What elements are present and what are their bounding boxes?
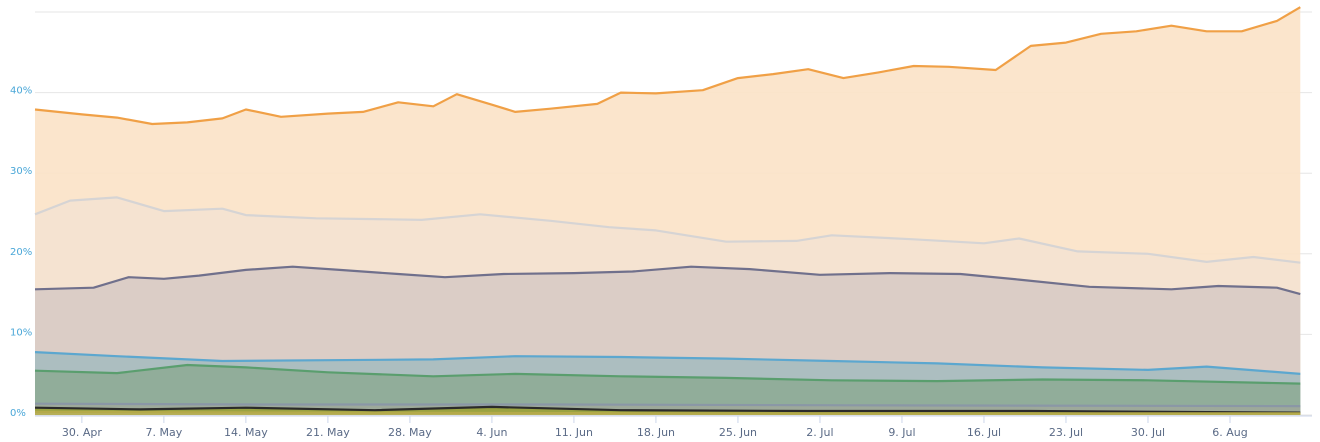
series-line-8 — [34, 410, 1301, 415]
series-line-1 — [34, 6, 1301, 126]
x-tick-label: 11. Jun — [555, 426, 593, 439]
x-axis: 30. Apr 7. May 14. May 21. May 28. May 4. Jun… — [35, 415, 1312, 439]
x-tick-label: 4. Jun — [476, 426, 507, 439]
series-line-3 — [34, 265, 1301, 296]
series-line-2 — [34, 196, 1301, 264]
series-area-5 — [35, 365, 1301, 415]
series-line-5 — [34, 363, 1301, 385]
x-tick-label: 14. May — [224, 426, 268, 439]
x-tick-label: 7. May — [146, 426, 183, 439]
x-tick-label: 23. Jul — [1049, 426, 1083, 439]
x-tick-label: 25. Jun — [719, 426, 757, 439]
x-tick-label: 16. Jul — [967, 426, 1001, 439]
x-tick-label: 2. Jul — [806, 426, 833, 439]
y-tick-label: 20% — [10, 247, 32, 258]
x-tick-label: 21. May — [306, 426, 350, 439]
series-line-7 — [34, 405, 1301, 414]
y-axis: 0% 10% 20% 30% 40% — [10, 86, 32, 419]
series-layer — [34, 6, 1301, 415]
series-line-4 — [34, 351, 1301, 375]
x-tick-label: 9. Jul — [888, 426, 915, 439]
axes: 30. Apr 7. May 14. May 21. May 28. May 4. Jun… — [10, 86, 1312, 439]
y-tick-label: 0% — [10, 408, 26, 419]
y-tick-label: 40% — [10, 86, 32, 97]
x-tick-label: 30. Jul — [1131, 426, 1165, 439]
x-tick-label: 6. Aug — [1212, 426, 1247, 439]
y-tick-label: 30% — [10, 166, 32, 177]
x-tick-label: 30. Apr — [62, 426, 102, 439]
x-tick-label: 28. May — [388, 426, 432, 439]
y-tick-label: 10% — [10, 327, 32, 338]
series-line-6 — [34, 402, 1301, 408]
x-tick-label: 18. Jun — [637, 426, 675, 439]
